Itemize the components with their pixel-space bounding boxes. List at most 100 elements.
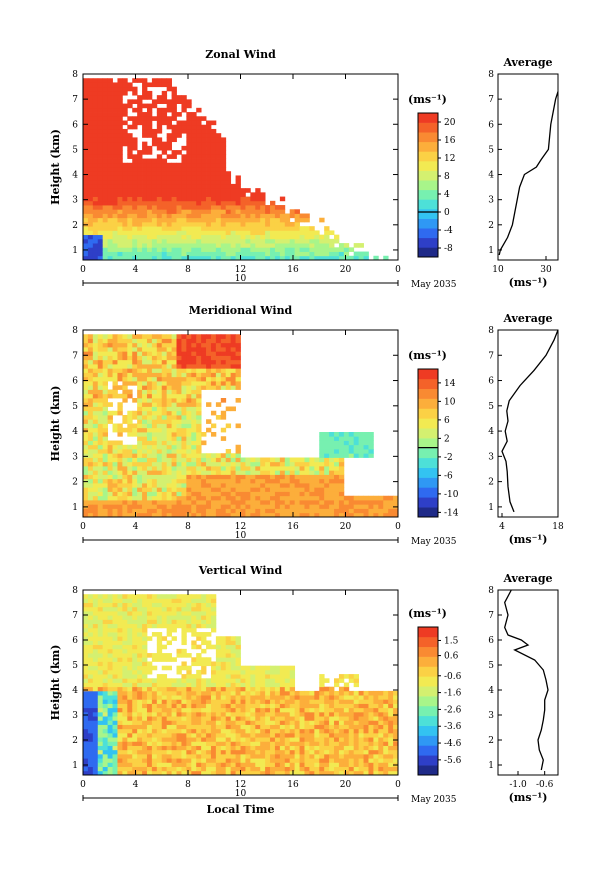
heatmap-cell — [117, 495, 123, 501]
heatmap-cell — [270, 217, 276, 223]
heatmap-cell — [225, 504, 232, 509]
heatmap-cell — [225, 762, 232, 767]
heatmap-cell — [107, 724, 113, 730]
heatmap-cell — [201, 167, 207, 172]
heatmap-cell — [102, 427, 109, 433]
heatmap-cell — [142, 133, 148, 138]
heatmap-cell — [171, 753, 177, 759]
heatmap-cell — [112, 716, 118, 721]
heatmap-cell — [240, 682, 246, 688]
heatmap-cell — [97, 636, 104, 641]
heatmap-cell — [122, 487, 128, 492]
heatmap-cell — [289, 707, 296, 713]
heatmap-cell — [112, 440, 118, 446]
heatmap-cell — [304, 474, 310, 480]
heatmap-cell — [324, 720, 330, 725]
heatmap-cell — [250, 243, 256, 248]
heatmap-cell — [176, 402, 182, 407]
heatmap-cell — [230, 657, 236, 662]
heatmap-cell — [97, 410, 104, 416]
heatmap-cell — [102, 449, 109, 454]
heatmap-cell — [127, 470, 133, 475]
heatmap-cell — [250, 226, 256, 231]
heatmap-cell — [171, 112, 177, 117]
heatmap-cell — [83, 449, 89, 454]
heatmap-cell — [196, 653, 202, 658]
heatmap-cell — [210, 732, 217, 738]
heatmap-cell — [260, 461, 266, 467]
heatmap-cell — [102, 487, 109, 492]
heatmap-cell — [151, 234, 158, 240]
heatmap-cell — [156, 188, 163, 193]
heatmap-cell — [146, 508, 153, 514]
heatmap-cell — [127, 466, 133, 471]
heatmap-cell — [284, 732, 291, 738]
heatmap-cell — [97, 90, 104, 96]
heatmap-cell — [289, 487, 296, 492]
heatmap-cell — [112, 444, 118, 450]
heatmap-cell — [181, 594, 187, 599]
heatmap-cell — [245, 728, 251, 734]
heatmap-cell — [304, 243, 310, 248]
heatmap-cell — [112, 632, 118, 637]
heatmap-cell — [235, 707, 241, 713]
heatmap-cell — [117, 711, 123, 717]
heatmap-cell — [146, 766, 153, 772]
heatmap-cell — [87, 678, 94, 683]
heatmap-cell — [181, 107, 187, 113]
heatmap-cell — [156, 474, 163, 480]
heatmap-cell — [206, 158, 212, 164]
heatmap-cell — [201, 255, 207, 261]
heatmap-cell — [294, 221, 300, 227]
heatmap-cell — [279, 674, 286, 679]
heatmap-cell — [166, 116, 172, 121]
heatmap-cell — [107, 389, 113, 395]
heatmap-cell — [176, 410, 182, 416]
heatmap-cell — [353, 255, 360, 261]
heatmap-cell — [210, 728, 217, 734]
heatmap-cell — [176, 355, 182, 361]
heatmap-cell — [87, 171, 94, 176]
heatmap-cell — [191, 432, 197, 437]
heatmap-cell — [279, 749, 286, 755]
heatmap-cell — [260, 466, 266, 471]
heatmap-cell — [97, 355, 104, 361]
heatmap-cell — [97, 128, 104, 134]
heatmap-cell — [122, 205, 128, 210]
heatmap-cell — [97, 449, 104, 454]
heatmap-cell — [196, 602, 202, 608]
heatmap-cell — [92, 648, 99, 654]
heatmap-cell — [107, 508, 113, 514]
heatmap-cell — [265, 221, 271, 227]
heatmap-cell — [156, 364, 163, 369]
heatmap-cell — [151, 247, 158, 252]
heatmap-cell — [176, 457, 182, 463]
heatmap-cell — [151, 205, 158, 210]
heatmap-cell — [186, 419, 192, 424]
heatmap-cell — [225, 376, 232, 382]
heatmap-cell — [161, 690, 168, 696]
heatmap-cell — [235, 690, 241, 696]
heatmap-cell — [156, 116, 163, 121]
heatmap-cell — [92, 355, 99, 361]
heatmap-cell — [112, 470, 118, 475]
heatmap-cell — [186, 487, 192, 492]
heatmap-cell — [151, 243, 158, 248]
heatmap-cell — [206, 150, 212, 155]
heatmap-cell — [87, 749, 94, 755]
heatmap-cell — [329, 724, 335, 730]
heatmap-cell — [151, 695, 158, 700]
heatmap-cell — [107, 627, 113, 633]
heatmap-cell — [358, 512, 364, 518]
heatmap-cell — [146, 196, 153, 202]
heatmap-cell — [196, 716, 202, 721]
heatmap-cell — [156, 351, 163, 356]
heatmap-cell — [353, 432, 360, 437]
heatmap-cell — [338, 699, 345, 704]
heatmap-cell — [92, 707, 99, 713]
heatmap-cell — [235, 478, 241, 484]
heatmap-cell — [279, 196, 286, 202]
heatmap-cell — [201, 636, 207, 641]
heatmap-cell — [132, 669, 138, 675]
heatmap-cell — [309, 716, 315, 721]
